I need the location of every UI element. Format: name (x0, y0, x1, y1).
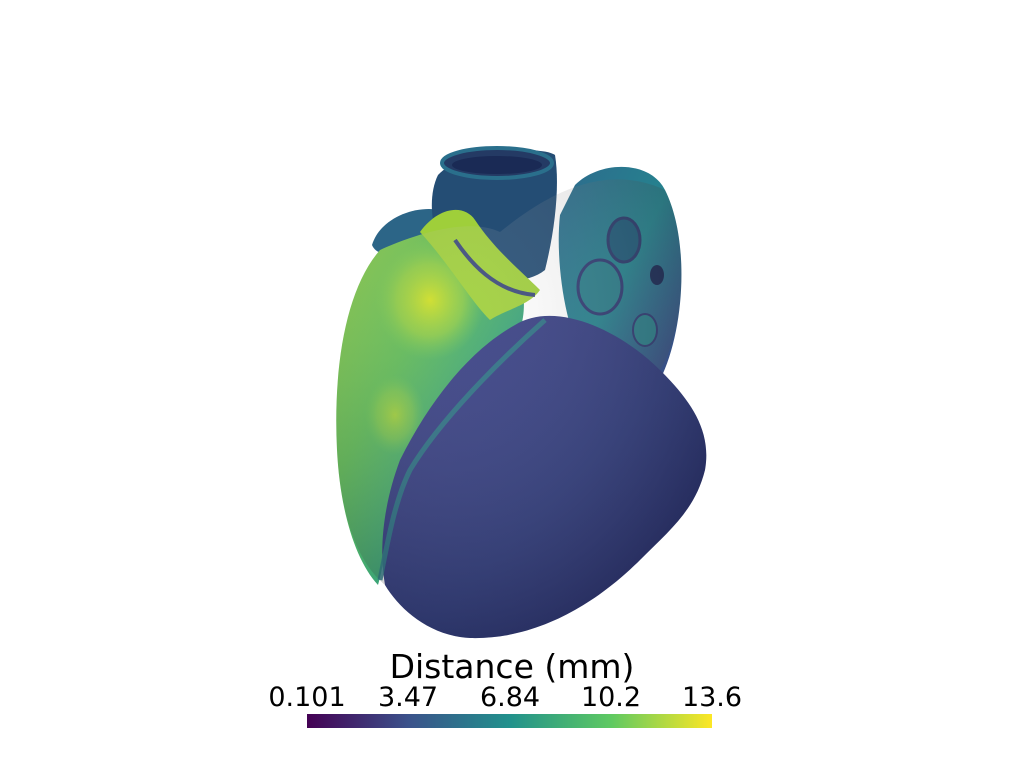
aortic-lumen (452, 156, 542, 174)
colormap-bar (307, 714, 712, 728)
scalar-bar-tick-label: 10.2 (580, 682, 642, 713)
scalar-bar-tick-label: 0.101 (268, 682, 346, 713)
scalar-bar-title: Distance (mm) (389, 647, 635, 686)
scalar-bar-tick-label: 3.47 (377, 682, 439, 713)
heart-mesh (336, 146, 707, 639)
scalar-bar: Distance (mm) 0.101 3.47 6.84 10.2 13.6 (258, 646, 766, 736)
right-atrial-appendage (372, 208, 445, 255)
surface-shading (336, 179, 707, 639)
scalar-bar-tick-label: 13.6 (681, 682, 743, 713)
scalar-bar-tick-label: 6.84 (479, 682, 541, 713)
